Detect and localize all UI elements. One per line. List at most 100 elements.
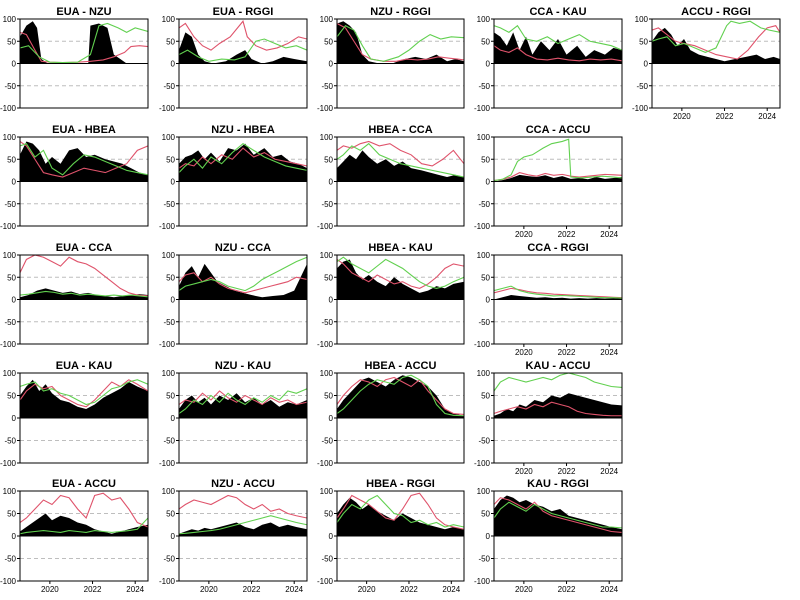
panel-title: HBEA - RGGI [366,478,435,490]
y-tick-label: -50 [163,318,175,327]
y-tick-label: -100 [159,222,176,231]
net-connectedness-area [337,259,464,300]
y-tick-label: -100 [159,340,176,349]
y-tick-label: 50 [166,155,175,164]
series-line-red [179,20,307,51]
y-tick-label: -100 [474,577,491,586]
series-line-red [337,258,464,289]
panel-title: EUA - CCA [56,242,112,254]
series-line-red [20,492,148,528]
y-tick-label: 0 [486,60,491,69]
plot-area [179,142,307,182]
plot-area [179,20,307,64]
chart-panel: NZU - RGGI 100 50 0 -50 -100 [317,6,465,113]
plot-area [179,388,307,418]
chart-panel: EUA - RGGI 100 50 0 -50 -100 [159,6,308,113]
y-tick-label: 100 [162,251,176,260]
series-line-red [494,287,622,299]
y-tick-label: 100 [162,487,176,496]
y-tick-label: -100 [159,104,176,113]
plot-area [337,492,464,536]
y-tick-label: 50 [324,273,333,282]
series-line-green [337,142,464,178]
series-line-red [337,22,464,62]
y-tick-label: 50 [166,392,175,401]
x-tick-label: 2024 [600,467,618,476]
y-tick-label: -50 [478,555,490,564]
x-tick-label: 2024 [600,348,618,357]
y-tick-label: -50 [321,200,333,209]
y-tick-label: 0 [644,60,649,69]
y-tick-label: -100 [317,104,334,113]
series-line-green [20,379,148,406]
y-tick-label: 50 [7,155,16,164]
series-line-red [20,31,148,64]
chart-panel: ACCU - RGGI 100 50 0 -50 -100 2020 2022 2024 [632,6,781,121]
y-tick-label: -50 [4,318,16,327]
y-tick-label: 50 [166,510,175,519]
series-line-green [20,290,148,298]
plot-area [652,20,780,64]
y-tick-label: -50 [321,437,333,446]
y-tick-label: 50 [7,510,16,519]
series-line-red [337,376,464,415]
series-line-green [179,256,307,292]
y-tick-label: 100 [477,487,491,496]
chart-panel: NZU - ACCU 100 50 0 -50 -100 2020 2022 2024 [159,478,308,594]
series-line-green [494,285,622,299]
series-line-red [494,401,622,417]
y-tick-label: -100 [0,340,17,349]
net-connectedness-area [20,513,148,536]
series-line-red [179,390,307,406]
net-connectedness-area [20,379,148,418]
series-line-green [20,517,148,535]
y-tick-label: -100 [0,104,17,113]
series-line-green [494,138,622,182]
y-tick-label: -50 [163,82,175,91]
series-line-green [20,22,148,64]
series-line-green [494,24,622,51]
y-tick-label: -100 [317,459,334,468]
chart-panel: HBEA - KAU 100 50 0 -50 -100 [317,242,465,349]
x-tick-label: 2024 [600,230,618,239]
series-line-green [494,373,622,392]
panel-title: NZU - KAU [215,360,271,372]
y-tick-label: 0 [12,414,17,423]
y-tick-label: 0 [486,414,491,423]
y-tick-label: 100 [320,133,334,142]
x-tick-label: 2022 [716,112,734,121]
x-tick-label: 2024 [442,585,460,594]
chart-panel: EUA - CCA 100 50 0 -50 -100 [0,242,149,349]
x-tick-label: 2024 [285,585,303,594]
chart-panel: EUA - HBEA 100 50 0 -50 -100 [0,124,149,231]
y-tick-label: 0 [486,178,491,187]
net-connectedness-area [494,295,622,300]
plot-area [20,140,148,182]
net-connectedness-area [494,393,622,418]
series-line-green [337,24,464,62]
net-connectedness-area [179,143,307,182]
y-tick-label: 100 [320,251,334,260]
y-tick-label: 100 [3,15,17,24]
net-connectedness-area [494,174,622,182]
y-tick-label: 50 [7,37,16,46]
series-line-green [179,142,307,173]
plot-area [179,494,307,536]
panel-title: EUA - KAU [56,360,112,372]
x-tick-label: 2024 [600,585,618,594]
y-tick-label: 100 [320,369,334,378]
y-tick-label: -50 [478,437,490,446]
x-tick-label: 2022 [558,230,576,239]
y-tick-label: -50 [478,200,490,209]
plot-area [179,256,307,300]
x-tick-label: 2022 [243,585,261,594]
y-tick-label: -100 [159,577,176,586]
y-tick-label: 50 [481,392,490,401]
net-connectedness-area [179,393,307,418]
x-tick-label: 2020 [515,467,533,476]
y-tick-label: 0 [171,532,176,541]
y-tick-label: -50 [4,82,16,91]
y-tick-label: 0 [171,178,176,187]
y-tick-label: 50 [324,155,333,164]
x-tick-label: 2022 [558,585,576,594]
